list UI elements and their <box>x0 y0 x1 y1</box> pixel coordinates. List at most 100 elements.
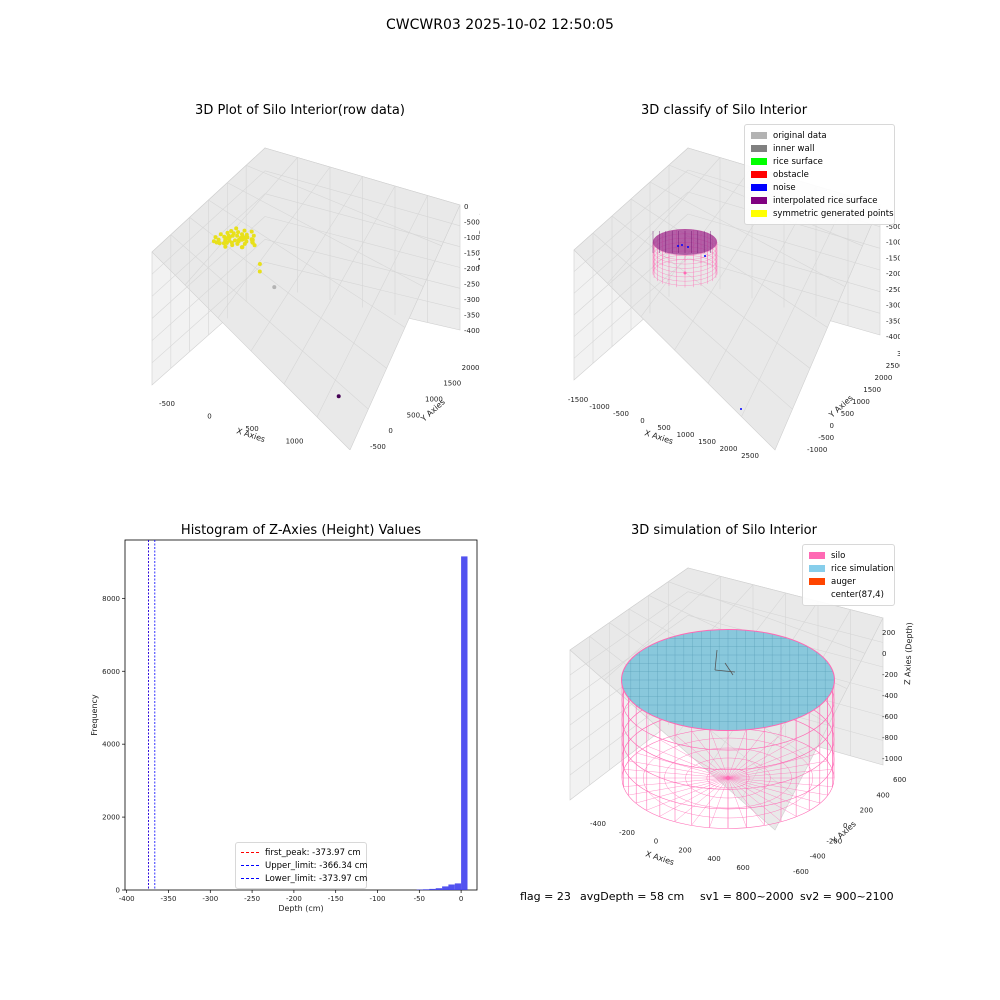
panels.simulation.xticks-tick-label: -200 <box>619 829 635 837</box>
grid-line <box>246 165 442 247</box>
grid-line <box>668 581 866 654</box>
legend-swatch <box>751 210 767 217</box>
panels.simulation.yticks-tick-label: 600 <box>893 776 906 784</box>
silo-floor-spoke <box>727 777 833 787</box>
z-axis-label: Z Axies (Depth) <box>903 622 914 685</box>
silo-floor-spoke <box>727 745 810 779</box>
panels.classify.xticks-tick-label: 2000 <box>720 445 738 453</box>
legend-swatch <box>809 565 825 572</box>
panels.classify.yticks-tick-label: 1000 <box>852 398 870 406</box>
x-tick-label: -300 <box>202 895 218 903</box>
silo-floor-spoke <box>674 777 729 822</box>
panels.simulation-legend-item: center(87,4) <box>809 588 888 601</box>
panels.simulation-legend-item: auger <box>809 575 888 588</box>
data-point <box>242 228 247 233</box>
panels.simulation-legend-item: silo <box>809 549 888 562</box>
data-point <box>222 234 227 239</box>
panels.classify.xticks-tick-label: -1000 <box>589 403 609 411</box>
histogram-bar <box>423 889 430 890</box>
panels.classify.yticks-tick-label: 500 <box>841 410 854 418</box>
silo-floor-spoke <box>628 777 729 796</box>
footer-avg-depth: avgDepth = 58 cm <box>580 890 685 903</box>
legend-swatch <box>809 591 825 598</box>
panels.classify-legend-item: symmetric generated points <box>751 207 894 220</box>
panels.raw.xticks-tick-label: 500 <box>245 425 258 433</box>
panels.classify-legend-item: rice surface <box>751 155 888 168</box>
panels.classify.xticks-tick-label: 0 <box>640 417 644 425</box>
data-point <box>336 394 341 399</box>
interpolated-surface-cylinder <box>652 229 718 288</box>
legend-label: noise <box>773 182 796 193</box>
panels.simulation.zticks-tick-label: -600 <box>882 713 898 721</box>
legend-swatch <box>241 878 259 879</box>
panels.classify.xticks-tick-label: 2500 <box>741 452 759 460</box>
panels.classify.zticks-tick-label: -3000 <box>886 302 900 310</box>
data-point <box>242 241 247 246</box>
data-point <box>252 243 257 248</box>
legend-label: first_peak: -373.97 cm <box>265 847 361 858</box>
data-point <box>229 229 234 233</box>
data-point <box>216 237 221 242</box>
auger-arm <box>714 669 736 673</box>
grid-line <box>264 261 461 310</box>
panels.simulation.zticks-tick-label: 200 <box>882 629 895 637</box>
silo-floor-spoke <box>727 760 828 779</box>
data-point <box>234 226 239 231</box>
y-tick-label: 0 <box>116 887 120 895</box>
panels.simulation-legend-item: rice simulation <box>809 562 894 575</box>
data-point <box>233 238 237 243</box>
silo-floor-spoke <box>659 739 729 779</box>
histogram-bar <box>435 888 443 890</box>
histogram-bar <box>454 883 462 890</box>
panels.raw.xticks-tick-label: 1000 <box>286 438 304 446</box>
panels.raw.zticks-tick-label: 0 <box>464 203 468 211</box>
histogram-bar <box>448 884 455 890</box>
silo-floor-spoke <box>727 728 747 779</box>
legend-label: Upper_limit: -366.34 cm <box>265 860 368 871</box>
panels.classify.yticks-tick-label: -500 <box>818 434 834 442</box>
panels.raw.yticks-tick-label: 500 <box>407 411 420 419</box>
legend-swatch <box>751 197 767 204</box>
silo-floor-spoke <box>709 728 729 779</box>
legend-label: auger <box>831 576 856 587</box>
silo-floor-spoke <box>646 777 729 811</box>
grid-line <box>687 257 881 314</box>
panels.simulation.zticks-tick-label: -1000 <box>882 755 902 763</box>
x-tick-label: -150 <box>328 895 344 903</box>
legend-label: rice simulation <box>831 563 894 574</box>
data-point <box>240 232 244 237</box>
panels.classify.zticks-tick-label: -2500 <box>886 286 900 294</box>
panels.simulation.zticks-tick-label: -400 <box>882 692 898 700</box>
data-point <box>272 285 277 290</box>
panels.simulation.zticks-tick-label: -800 <box>882 734 898 742</box>
silo-floor-spoke <box>636 752 729 779</box>
silo-floor-spoke <box>727 777 797 817</box>
x-axis-label: X Axies <box>644 849 675 867</box>
panels.classify.xticks-tick-label: -1500 <box>568 396 588 404</box>
panels.raw.xticks-tick-label: -500 <box>159 400 175 408</box>
footer-sv2: sv2 = 900~2100 <box>800 890 894 903</box>
panels.classify.yticks-tick-label: 1500 <box>863 386 881 394</box>
silo-floor-ring <box>685 757 771 799</box>
panels.histogram-legend-item: Lower_limit: -373.97 cm <box>241 872 367 885</box>
footer-flag: flag = 23 <box>520 890 571 903</box>
panels.classify.zticks-tick-label: -1500 <box>886 254 900 262</box>
y-tick-label: 4000 <box>102 741 120 749</box>
legend-label: inner wall <box>773 143 815 154</box>
legend-swatch <box>809 552 825 559</box>
silo-floor-spoke <box>727 739 797 779</box>
panels.raw.zticks-tick-label: -3500 <box>464 312 480 320</box>
histogram-title: Histogram of Z-Axies (Height) Values <box>180 523 422 538</box>
panels.simulation.zticks-tick-label: -200 <box>882 671 898 679</box>
silo-center <box>726 776 730 780</box>
panels.raw.zticks-tick-label: -4000 <box>464 327 480 335</box>
panels.classify.yticks-tick-label: -1000 <box>807 446 827 454</box>
panels.classify.yticks-tick-label: 3000 <box>897 350 900 358</box>
silo-floor-ring <box>642 737 814 819</box>
x-tick-label: -350 <box>161 895 177 903</box>
legend-swatch <box>751 132 767 139</box>
silo-floor-spoke <box>636 777 729 804</box>
y-tick-label: 2000 <box>102 814 120 822</box>
z-axis-label: Z Axies (Depth) <box>477 207 480 270</box>
